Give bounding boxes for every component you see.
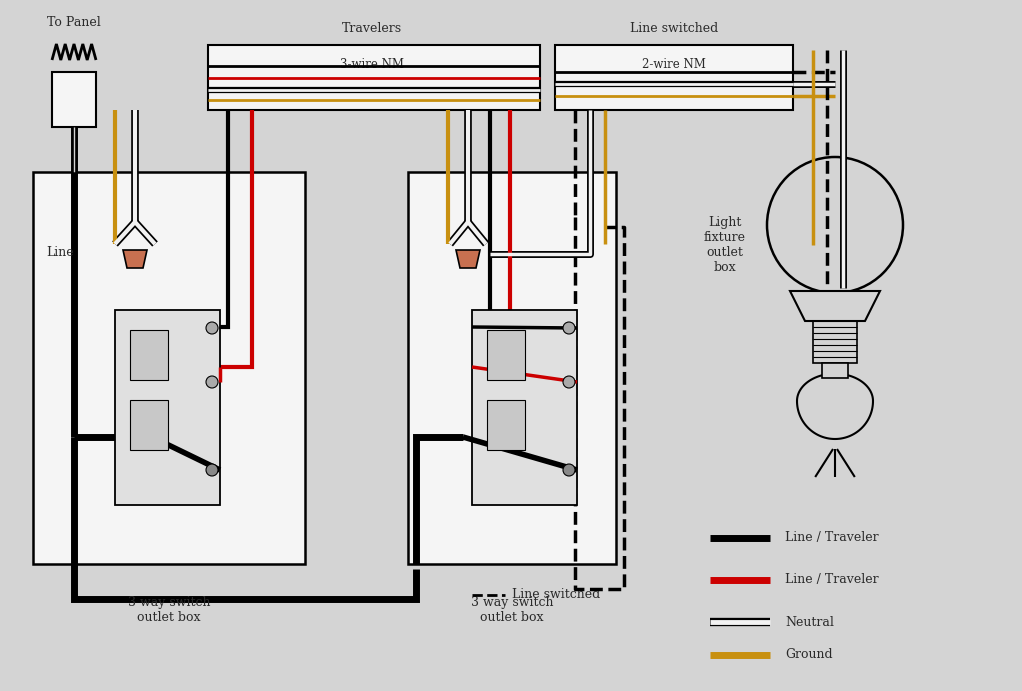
Bar xyxy=(33,172,305,564)
Polygon shape xyxy=(790,291,880,321)
Polygon shape xyxy=(123,250,147,268)
Bar xyxy=(812,321,857,363)
Text: Line switched: Line switched xyxy=(630,21,718,35)
Text: Neutral: Neutral xyxy=(785,616,834,629)
Text: Line / Traveler: Line / Traveler xyxy=(785,531,879,545)
Bar xyxy=(130,400,168,450)
Text: 3 way switch
outlet box: 3 way switch outlet box xyxy=(471,596,553,624)
Circle shape xyxy=(766,157,903,293)
Circle shape xyxy=(206,376,218,388)
Bar xyxy=(52,72,96,127)
Circle shape xyxy=(563,464,575,476)
Circle shape xyxy=(563,376,575,388)
Bar xyxy=(208,45,540,110)
Circle shape xyxy=(563,322,575,334)
Circle shape xyxy=(206,322,218,334)
Text: Light
fixture
outlet
box: Light fixture outlet box xyxy=(704,216,746,274)
Bar xyxy=(472,310,577,505)
Text: Ground: Ground xyxy=(785,648,833,661)
Bar xyxy=(115,310,220,505)
Bar xyxy=(822,363,848,378)
Bar xyxy=(487,330,525,380)
Polygon shape xyxy=(797,374,873,439)
Bar xyxy=(130,330,168,380)
Text: 2-wire NM: 2-wire NM xyxy=(642,59,706,71)
Text: Line / Traveler: Line / Traveler xyxy=(785,574,879,587)
Text: 3 way switch
outlet box: 3 way switch outlet box xyxy=(128,596,211,624)
Polygon shape xyxy=(456,250,480,268)
Circle shape xyxy=(206,464,218,476)
Text: Line: Line xyxy=(46,245,74,258)
Text: Travelers: Travelers xyxy=(342,21,402,35)
Bar xyxy=(408,172,616,564)
Text: Line switched: Line switched xyxy=(512,589,600,601)
Bar xyxy=(555,45,793,110)
Text: 3-wire NM: 3-wire NM xyxy=(340,59,404,71)
Bar xyxy=(487,400,525,450)
Text: To Panel: To Panel xyxy=(47,15,101,28)
